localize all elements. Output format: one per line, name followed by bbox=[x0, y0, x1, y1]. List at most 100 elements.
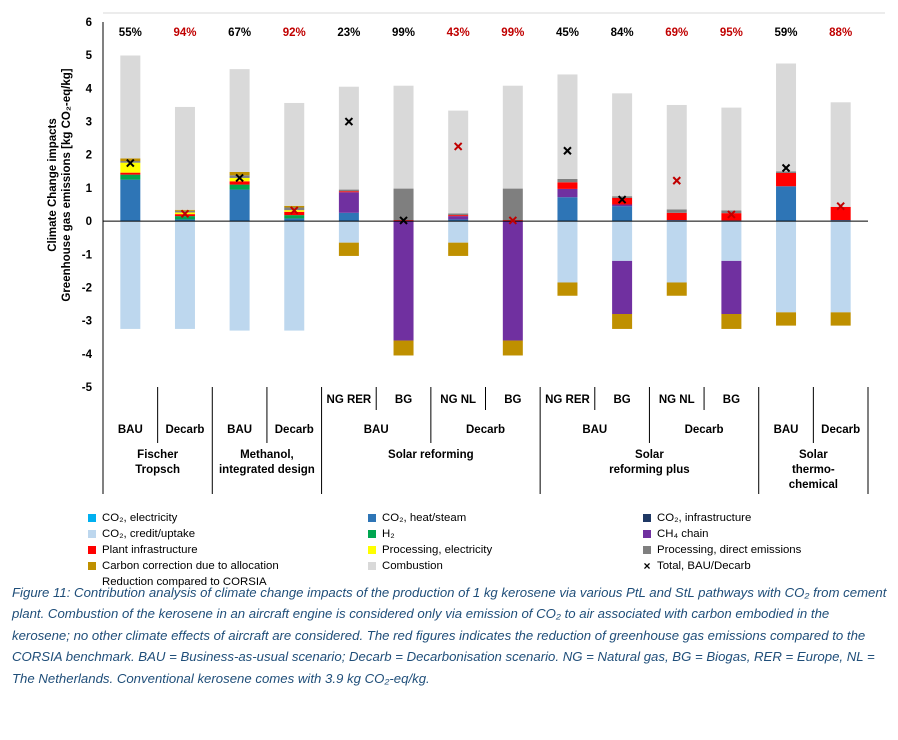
pathway-label: reforming plus bbox=[609, 464, 690, 476]
bar-segment-combustion bbox=[174, 106, 195, 210]
bar-segment-carbon_corr_neg bbox=[502, 340, 523, 356]
bar-segment-plant bbox=[776, 172, 797, 187]
bar-segment-ch4_neg bbox=[502, 221, 523, 341]
bar-segment-combustion bbox=[502, 85, 523, 189]
bar-segment-co2_heat bbox=[612, 206, 633, 222]
total-marker bbox=[344, 117, 354, 126]
legend-item-reduction-corsia: Reduction compared to CORSIA bbox=[88, 576, 267, 588]
scenario-label: Decarb bbox=[685, 424, 724, 436]
y-tick-label: -5 bbox=[82, 382, 93, 394]
bar-segment-co2_heat bbox=[776, 186, 797, 222]
reduction-label: 43% bbox=[447, 27, 470, 39]
category-label: BG bbox=[504, 394, 521, 406]
bar-segment-carbon_corr_neg bbox=[557, 282, 578, 296]
legend-swatch bbox=[643, 546, 651, 554]
pathway-label: chemical bbox=[789, 479, 838, 491]
bar-segment-processing_direct bbox=[776, 171, 797, 173]
y-tick-label: 1 bbox=[86, 183, 93, 195]
bar-segment-ch4_neg bbox=[612, 260, 633, 314]
bar-segment-co2_heat bbox=[284, 218, 305, 222]
legend-swatch bbox=[643, 530, 651, 538]
bar-segment-carbon_corr_pos bbox=[229, 171, 250, 176]
legend-label: CO₂, heat/steam bbox=[382, 512, 467, 524]
reduction-label: 59% bbox=[775, 27, 798, 39]
legend-x-marker-icon: × bbox=[643, 559, 651, 573]
bar-segment-ch4 bbox=[448, 216, 469, 220]
bar-segment-h2 bbox=[284, 215, 305, 219]
legend-item-plant-infrastructure: Plant infrastructure bbox=[88, 544, 198, 556]
bar-segment-combustion bbox=[284, 102, 305, 206]
reduction-label: 23% bbox=[337, 27, 360, 39]
reduction-label: 55% bbox=[119, 27, 142, 39]
figure-caption: Figure 11: Contribution analysis of clim… bbox=[12, 585, 887, 686]
legend-swatch bbox=[368, 562, 376, 570]
legend-label: Processing, electricity bbox=[382, 544, 493, 556]
total-marker bbox=[617, 195, 627, 204]
category-label: NG RER bbox=[327, 394, 372, 406]
total-marker bbox=[727, 210, 736, 219]
bar-segment-plant bbox=[120, 172, 141, 175]
bar-segment-carbon_corr_pos bbox=[174, 209, 195, 211]
reduction-label: 92% bbox=[283, 27, 306, 39]
legend-label: CO₂, infrastructure bbox=[657, 512, 752, 524]
y-tick-label: 4 bbox=[86, 83, 93, 95]
bar-segment-co2_credit bbox=[612, 221, 633, 261]
bar-segment-plant bbox=[229, 181, 250, 185]
legend-item-co2-electricity: CO₂, electricity bbox=[88, 512, 177, 524]
bar-segment-processing_elec bbox=[229, 177, 250, 182]
legend-swatch bbox=[368, 530, 376, 538]
pathway-label: Solar reforming bbox=[388, 449, 474, 461]
total-marker bbox=[180, 209, 190, 218]
reduction-label: 99% bbox=[501, 27, 524, 39]
y-tick-label: -3 bbox=[82, 316, 92, 328]
legend-swatch bbox=[88, 562, 96, 570]
total-marker bbox=[563, 146, 572, 155]
reduction-label: 95% bbox=[720, 27, 743, 39]
reduction-label: 99% bbox=[392, 27, 415, 39]
pathway-label: thermo- bbox=[792, 464, 835, 476]
bar-segment-combustion bbox=[776, 63, 797, 172]
legend-label: CO₂, electricity bbox=[102, 512, 178, 524]
legend-swatch bbox=[88, 530, 96, 538]
bar-segment-carbon_corr_neg bbox=[776, 312, 797, 326]
category-label: NG RER bbox=[545, 394, 590, 406]
bar-segment-carbon_corr_neg bbox=[721, 314, 742, 329]
bar-segment-co2_credit bbox=[776, 221, 797, 313]
pathway-label: Methanol, bbox=[240, 449, 294, 461]
reduction-label: 84% bbox=[611, 27, 634, 39]
bar-segment-co2_credit bbox=[666, 221, 687, 283]
legend-item-carbon-correction: Carbon correction due to allocation bbox=[88, 560, 279, 572]
y-tick-label: -4 bbox=[82, 349, 93, 361]
y-tick-label: 2 bbox=[86, 150, 92, 162]
bar-segment-plant bbox=[338, 191, 359, 193]
legend-label: Carbon correction due to allocation bbox=[102, 560, 279, 572]
bar-segment-co2_heat bbox=[174, 219, 195, 222]
legend-label: Processing, direct emissions bbox=[657, 544, 802, 556]
legend-swatch bbox=[88, 546, 96, 554]
bar-segment-co2_credit bbox=[557, 221, 578, 283]
category-label: NG NL bbox=[659, 394, 695, 406]
total-marker bbox=[126, 158, 135, 168]
bar-segment-processing_direct bbox=[666, 209, 687, 213]
legend-label: Plant infrastructure bbox=[102, 544, 198, 556]
scenario-label: BAU bbox=[582, 424, 607, 436]
bar-segment-combustion bbox=[612, 93, 633, 197]
bar-segment-carbon_corr_neg bbox=[338, 242, 359, 256]
y-tick-label: 3 bbox=[86, 117, 92, 129]
legend-item-co2-credit: CO₂, credit/uptake bbox=[88, 528, 195, 540]
bar-segment-carbon_corr_pos bbox=[284, 205, 305, 208]
bar-segment-co2_credit bbox=[284, 221, 305, 331]
total-marker bbox=[781, 163, 791, 173]
pathway-label: Solar bbox=[799, 449, 828, 461]
category-label: Decarb bbox=[821, 424, 860, 436]
bar-segment-combustion bbox=[229, 69, 250, 172]
bar-segment-processing_direct bbox=[393, 188, 414, 221]
legend-label: Total, BAU/Decarb bbox=[657, 560, 751, 572]
y-tick-label: 6 bbox=[86, 17, 92, 29]
bar-segment-co2_credit bbox=[120, 221, 141, 329]
bar-segment-combustion bbox=[393, 85, 414, 189]
y-tick-label: 0 bbox=[86, 216, 92, 228]
bar-segment-processing_direct bbox=[502, 188, 523, 221]
bar-segment-co2_heat bbox=[120, 179, 141, 222]
category-label: BAU bbox=[774, 424, 799, 436]
